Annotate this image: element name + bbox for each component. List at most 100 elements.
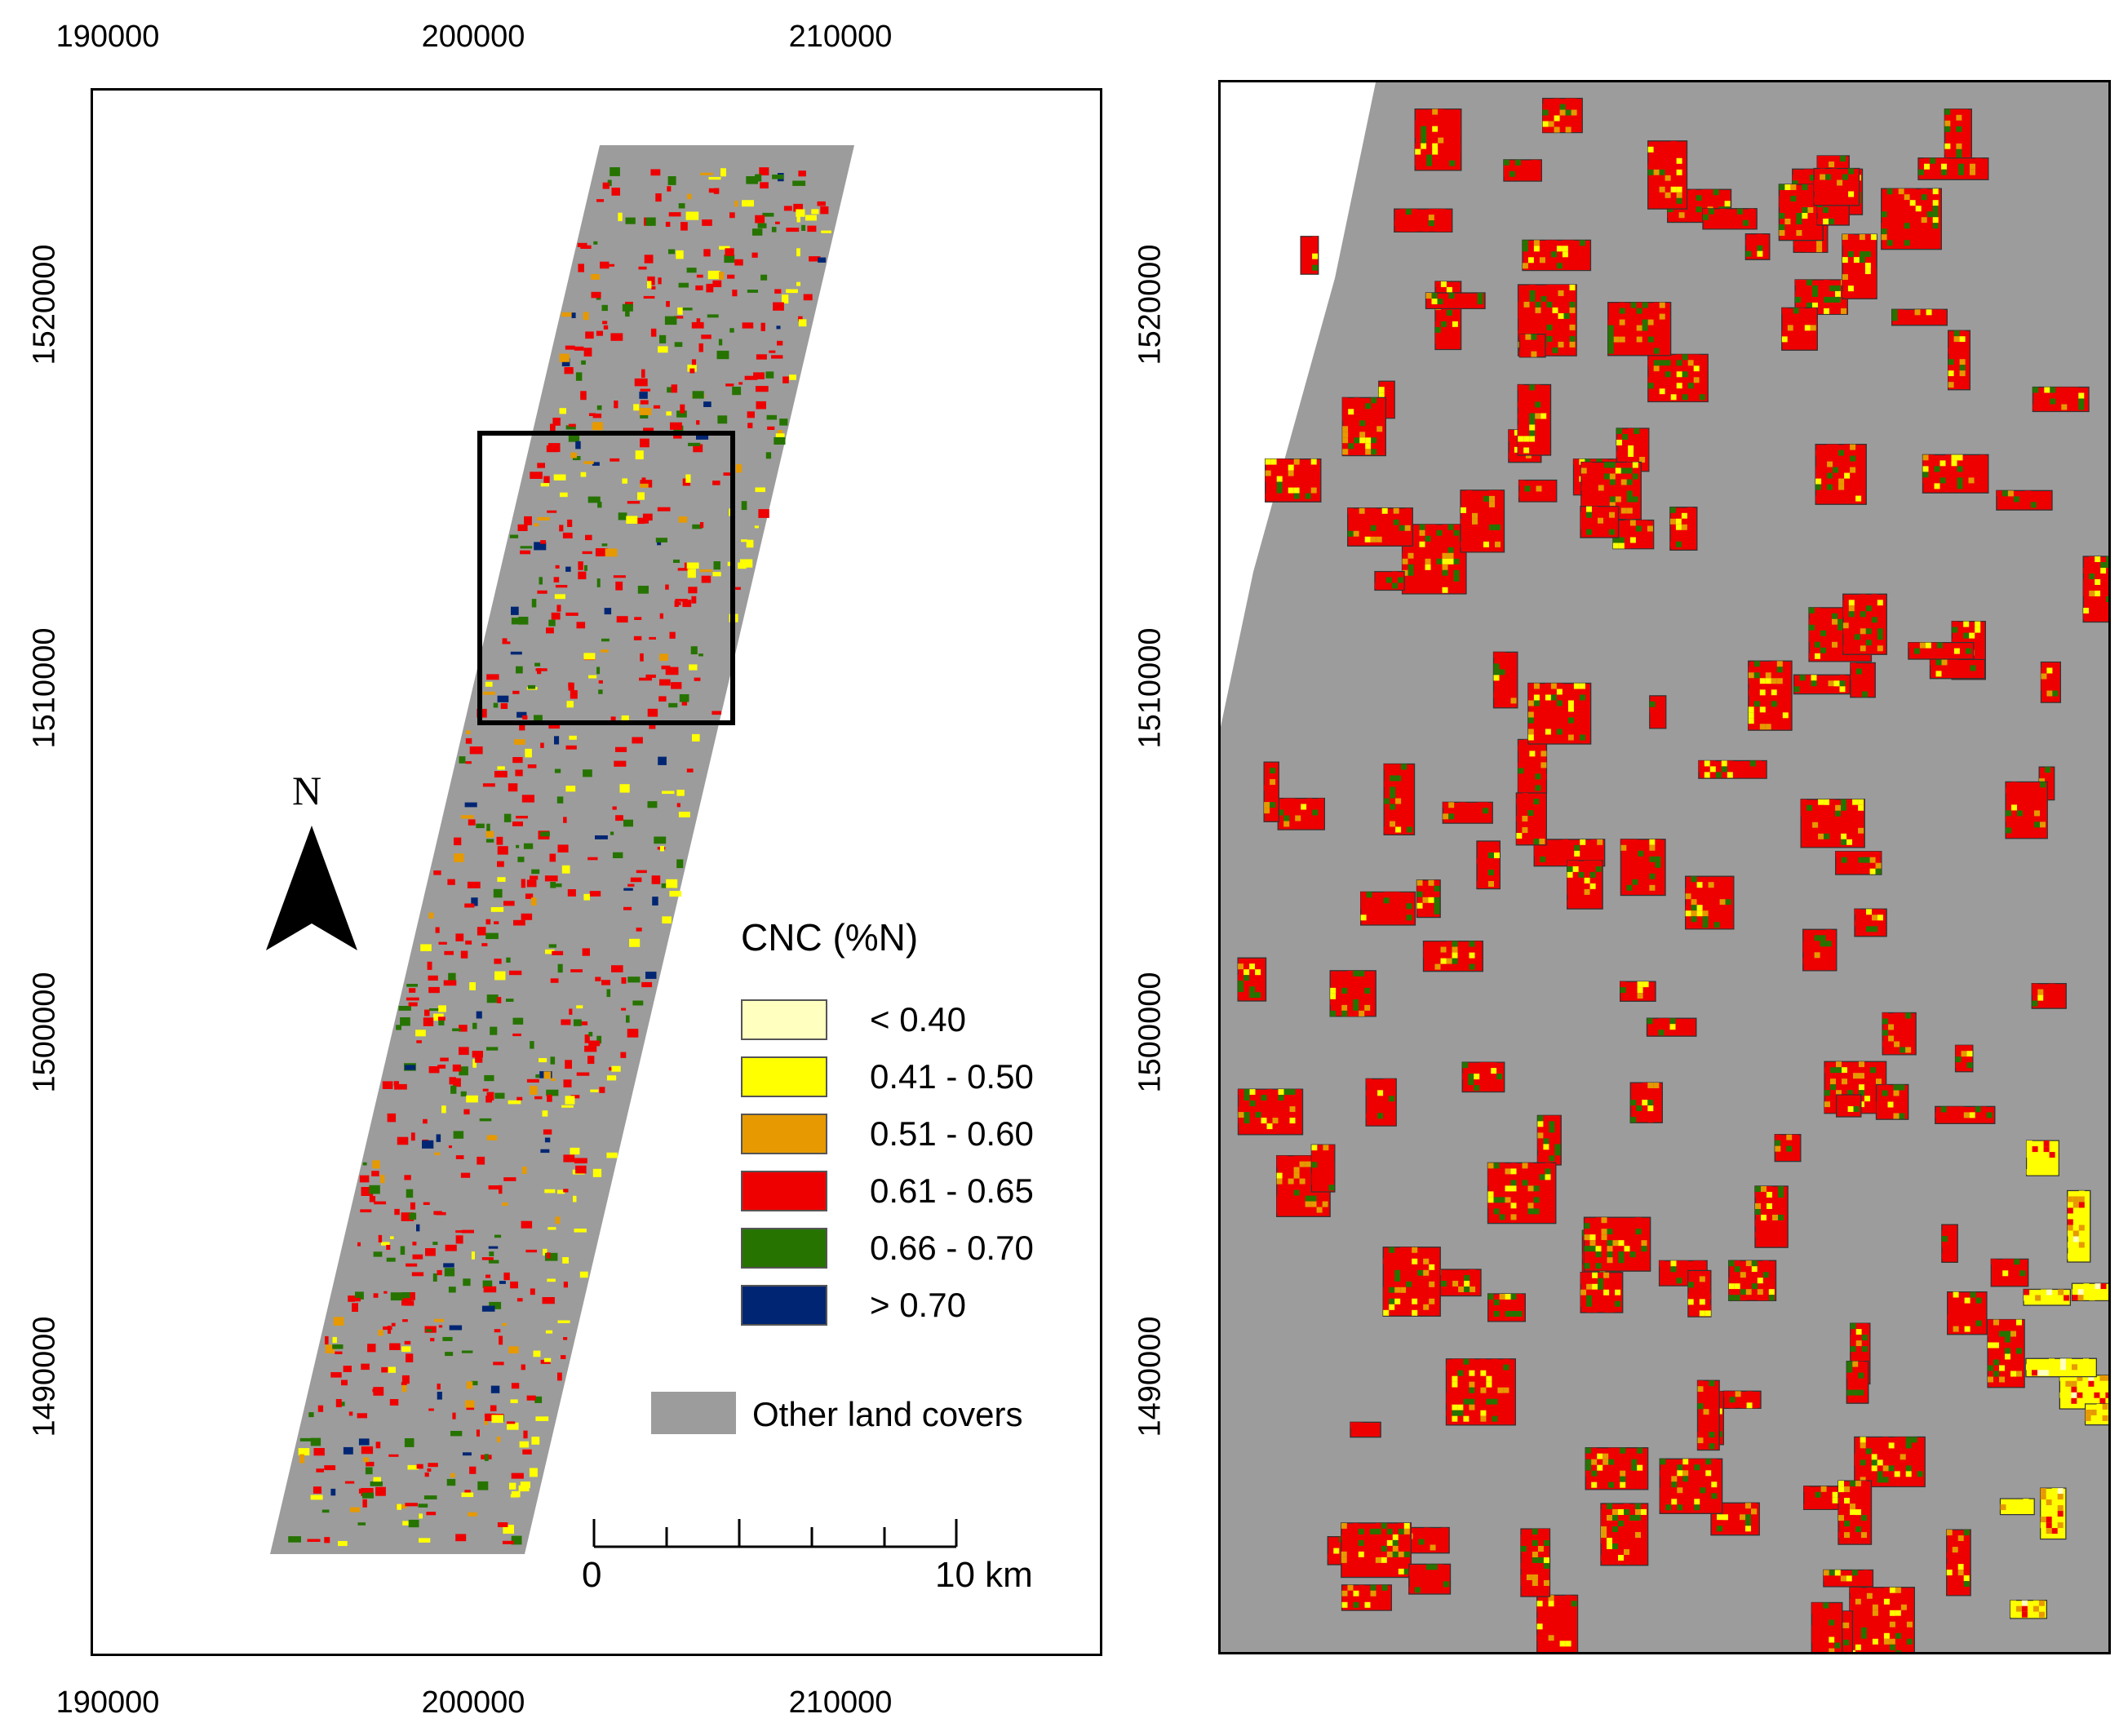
scale-label-end: 10 km [935,1555,1033,1595]
field-parcel [1842,593,1887,655]
field-parcel [1460,489,1505,553]
field-parcel [1696,1380,1720,1451]
x-tick-bottom-210000: 210000 [788,1685,893,1720]
field-parcel [1518,479,1558,503]
field-parcel [1600,1503,1649,1566]
legend-label-lt040: < 0.40 [870,1000,966,1038]
field-parcel [1646,1017,1697,1037]
field-parcel [1987,1318,2025,1388]
field-parcel [1536,1114,1562,1166]
field-parcel [1947,330,1970,391]
field-parcel [1341,1584,1393,1611]
field-parcel [1434,281,1462,351]
field-parcel [1522,239,1592,272]
field-parcel [1846,1360,1869,1404]
legend-label-066-070: 0.66 - 0.70 [870,1229,1034,1267]
field-parcel [1728,1260,1777,1301]
legend-swatch-gt070 [741,1285,827,1326]
field-parcel [1487,1162,1557,1224]
right-y-tick-1510000: 1510000 [1133,627,1168,749]
field-parcel [1567,860,1603,910]
x-tick-bottom-200000: 200000 [421,1685,525,1720]
field-parcel [1647,140,1688,210]
field-parcel [1408,1563,1452,1595]
field-parcel [1774,1134,1802,1162]
field-parcel [1263,761,1279,822]
field-parcel [1382,1247,1441,1317]
field-parcel [1445,1358,1516,1426]
field-parcel [1476,840,1501,890]
field-parcel [1277,797,1325,830]
field-parcel [2067,1189,2091,1263]
legend-swatch-066-070 [741,1228,827,1269]
detail-map [1221,82,2108,1652]
field-parcel [1922,454,1989,494]
field-parcel [1520,1528,1551,1597]
field-parcel [1842,233,1877,299]
x-tick-bottom-190000: 190000 [55,1685,160,1720]
x-tick-top-200000: 200000 [421,20,525,54]
field-parcel [1350,1421,1381,1438]
field-parcel [1237,1088,1304,1136]
field-parcel [1659,1458,1723,1514]
field-parcel [1748,660,1793,731]
field-parcel [1698,760,1767,779]
field-parcel [1990,1258,2029,1287]
field-parcel [2071,1282,2108,1301]
field-parcel [1422,940,1483,972]
field-parcel [1954,1044,1974,1073]
field-parcel [1908,641,1975,660]
field-parcel [1265,458,1322,503]
field-parcel [1341,396,1386,457]
field-parcel [1383,763,1416,836]
field-parcel [1329,970,1376,1017]
field-parcel [1461,1061,1505,1093]
field-parcel [2040,1487,2067,1540]
field-parcel [1917,157,1989,180]
field-parcel [1800,799,1865,848]
field-parcel [1999,1498,2035,1516]
field-parcel [1585,1447,1649,1490]
field-parcel [1702,208,1758,230]
field-parcel [1835,1094,1862,1118]
field-parcel [1834,851,1882,875]
field-parcel [1687,1269,1712,1318]
field-parcel [1612,519,1655,550]
field-parcel [1580,506,1620,538]
field-parcel [1620,839,1666,897]
field-parcel [2059,1375,2108,1410]
field-parcel [1487,1293,1526,1322]
field-parcel [1802,928,1838,972]
field-parcel [1935,1105,1996,1124]
x-tick-top-190000: 190000 [55,20,160,54]
field-parcel [1527,682,1592,745]
legend-swatch-041-050 [741,1056,827,1097]
field-parcel [1360,891,1416,926]
right-y-tick-1520000: 1520000 [1133,244,1168,365]
field-parcel [2032,386,2090,413]
y-tick-1490000: 1490000 [27,1316,62,1437]
field-parcel [1882,1012,1917,1056]
field-parcel [2025,1140,2059,1176]
field-parcel [1620,981,1656,1002]
legend-swatch-other [651,1392,736,1434]
legend-title: CNC (%N) [741,916,919,959]
field-parcel [1374,570,1405,591]
field-parcel [1823,1569,1874,1588]
legend-swatch-051-060 [741,1114,827,1154]
field-parcel [1647,353,1709,403]
field-parcel [1517,383,1552,456]
field-parcel [1891,308,1948,326]
north-label: N [292,768,322,813]
field-parcel [1341,1522,1412,1579]
field-parcel [1811,1601,1843,1652]
field-parcel [1414,108,1462,171]
legend-label-061-065: 0.61 - 0.65 [870,1171,1034,1210]
field-parcel [1781,307,1818,351]
field-parcel [1946,1291,1988,1335]
field-parcel [1416,879,1441,919]
field-parcel [1813,167,1860,206]
legend-swatch-lt040 [741,999,827,1040]
field-parcel [1684,875,1735,930]
field-parcel [1442,801,1493,824]
